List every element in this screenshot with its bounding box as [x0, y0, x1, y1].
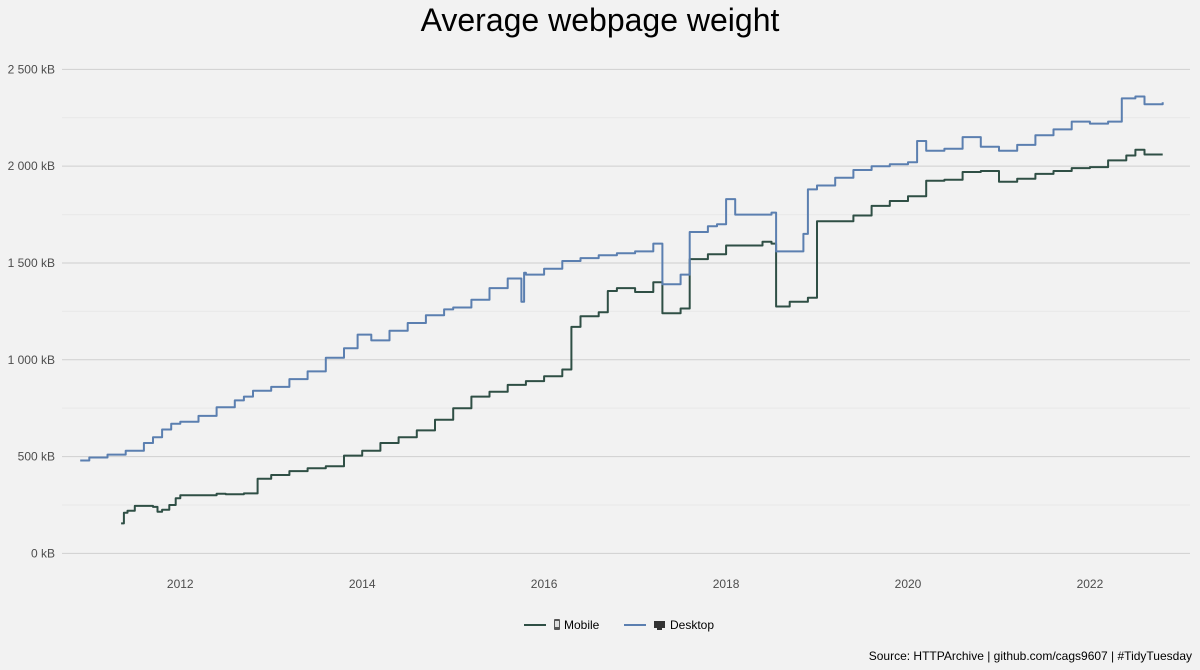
- x-tick-label: 2012: [167, 577, 194, 591]
- legend: Mobile Desktop: [524, 618, 714, 632]
- x-axis-ticks: 2012 2014 2016 2018 2020 2022: [167, 577, 1104, 591]
- legend-label: Mobile: [564, 618, 600, 632]
- mobile-phone-icon: [554, 619, 560, 630]
- y-tick-label: 1 000 kB: [8, 353, 55, 367]
- series-line-mobile: [121, 148, 1163, 525]
- x-tick-label: 2022: [1077, 577, 1104, 591]
- grid-lines: [62, 68, 1190, 554]
- series-line-desktop: [80, 95, 1164, 462]
- x-tick-label: 2016: [531, 577, 558, 591]
- legend-item-desktop: Desktop: [624, 618, 714, 632]
- legend-label: Desktop: [670, 618, 714, 632]
- x-tick-label: 2020: [895, 577, 922, 591]
- y-tick-label: 2 500 kB: [8, 62, 55, 76]
- y-tick-label: 0 kB: [31, 546, 55, 560]
- y-axis-ticks: 0 kB 500 kB 1 000 kB 1 500 kB 2 000 kB 2 500 …: [8, 62, 55, 560]
- desktop-monitor-icon: [654, 621, 665, 630]
- source-caption: Source: HTTPArchive | github.com/cags960…: [868, 649, 1192, 663]
- y-tick-label: 2 000 kB: [8, 159, 55, 173]
- x-tick-label: 2018: [713, 577, 740, 591]
- y-tick-label: 500 kB: [18, 450, 55, 464]
- y-tick-label: 1 500 kB: [8, 256, 55, 270]
- x-tick-label: 2014: [349, 577, 376, 591]
- legend-item-mobile: Mobile: [524, 618, 600, 632]
- series-lines: [80, 95, 1164, 525]
- chart-title: Average webpage weight: [420, 2, 780, 38]
